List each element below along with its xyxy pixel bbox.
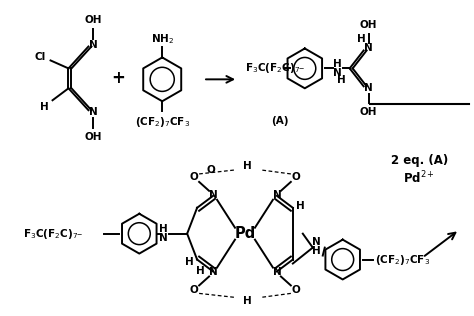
Text: N: N xyxy=(312,237,321,246)
Text: 2 eq. (A): 2 eq. (A) xyxy=(391,155,448,167)
Text: N: N xyxy=(273,268,281,277)
Text: O: O xyxy=(207,165,216,175)
Text: N: N xyxy=(159,233,168,243)
Text: H: H xyxy=(333,59,342,70)
Text: NH$_2$: NH$_2$ xyxy=(151,33,174,46)
Text: OH: OH xyxy=(360,20,377,30)
Text: Pd: Pd xyxy=(234,226,255,241)
Text: N: N xyxy=(364,44,373,53)
Text: N: N xyxy=(209,268,218,277)
Text: N: N xyxy=(209,190,218,200)
Text: OH: OH xyxy=(85,15,102,25)
Text: O: O xyxy=(190,172,199,182)
Text: N: N xyxy=(89,40,98,50)
Text: H: H xyxy=(185,257,193,266)
Text: OH: OH xyxy=(360,107,377,117)
Text: F$_3$C(F$_2$C)$_7$–: F$_3$C(F$_2$C)$_7$– xyxy=(245,61,306,76)
Text: (A): (A) xyxy=(271,116,289,126)
Text: F$_3$C(F$_2$C)$_7$–: F$_3$C(F$_2$C)$_7$– xyxy=(23,227,83,241)
Text: H: H xyxy=(243,161,251,171)
Text: H: H xyxy=(196,266,204,276)
Text: N: N xyxy=(333,68,342,78)
Text: N: N xyxy=(364,83,373,93)
Text: Pd$^{2+}$: Pd$^{2+}$ xyxy=(403,170,436,186)
Text: O: O xyxy=(190,285,199,295)
Text: H: H xyxy=(357,33,366,44)
Text: OH: OH xyxy=(85,132,102,142)
Text: H: H xyxy=(243,296,251,307)
Text: N: N xyxy=(89,107,98,117)
Text: Cl: Cl xyxy=(35,52,46,63)
Text: N: N xyxy=(273,190,281,200)
Text: H: H xyxy=(40,102,49,112)
Text: +: + xyxy=(111,69,125,87)
Text: H: H xyxy=(337,75,346,85)
Text: (CF$_2$)$_7$CF$_3$: (CF$_2$)$_7$CF$_3$ xyxy=(374,252,430,267)
Text: O: O xyxy=(292,285,300,295)
Text: H: H xyxy=(312,246,321,256)
Text: O: O xyxy=(292,172,300,182)
Text: H: H xyxy=(296,201,305,211)
Text: H: H xyxy=(159,224,168,234)
Text: (CF$_2$)$_7$CF$_3$: (CF$_2$)$_7$CF$_3$ xyxy=(135,115,190,129)
